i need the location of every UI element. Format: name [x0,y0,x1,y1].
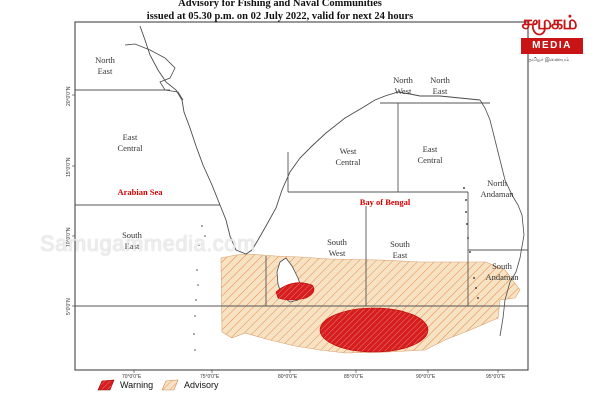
region-south-east-bay-line2: East [393,250,408,260]
logo-media-badge: MEDIA [521,38,583,54]
legend-warning-swatch [97,379,115,391]
legend-advisory-swatch [161,379,179,391]
lakshadweep-islands [193,225,206,351]
myanmar-coastline [479,99,525,337]
region-south-west-bay-line1: South [327,237,348,247]
region-north-east-arabian-line1: North [95,55,116,65]
latitude-tick-20: 20°0'0"N [66,86,72,106]
region-west-central-bay-line2: Central [335,157,361,167]
longitude-tick-85: 85°0'0"E [344,374,364,380]
watermark-text: Samugammedia.com [40,231,256,256]
label-arabian-sea: Arabian Sea [117,187,163,197]
andaman-islands [463,187,479,299]
region-north-west-bay-line2: West [395,86,412,96]
region-south-west-bay-line2: West [329,248,346,258]
logo-tagline: தமிழர் இணையம் [528,57,570,63]
label-bay-of-bengal: Bay of Bengal [360,197,411,207]
region-south-east-arabian-line1: South [122,230,143,240]
latitude-tick-5: 5°0'0"N [66,298,72,315]
region-north-east-bay-line2: East [433,86,448,96]
region-east-central-arabian-line1: East [123,132,138,142]
longitude-tick-75: 75°0'0"E [200,374,220,380]
region-east-central-bay-line1: East [423,144,438,154]
map-title-line2: issued at 05.30 p.m. on 02 July 2022, va… [146,11,414,22]
india-coastline [139,25,481,255]
latitude-tick-marks [72,94,75,307]
region-east-central-arabian-line2: Central [117,143,143,153]
longitude-tick-90: 90°0'0"E [416,374,436,380]
gujarat-coastline [124,43,184,101]
region-north-andaman-line1: North [487,178,508,188]
logo-name: சமூகம் [521,12,577,34]
legend-warning-label: Warning [120,380,154,390]
map-title-line1: Advisory for Fishing and Naval Communiti… [178,0,382,9]
region-south-east-bay-line1: South [390,239,411,249]
latitude-tick-10: 10°0'0"N [66,227,72,247]
latitude-tick-15: 15°0'0"N [66,157,72,177]
longitude-tick-marks [133,370,499,373]
region-west-central-bay-line1: West [340,146,357,156]
region-south-andaman-line2: Andaman [485,272,519,282]
legend-advisory-label: Advisory [184,380,219,390]
longitude-tick-80: 80°0'0"E [278,374,298,380]
region-north-east-bay-line1: North [430,75,451,85]
warning-area-gulf-of-mannar [275,282,315,301]
warning-area-south-bay [319,307,429,353]
region-south-andaman-line1: South [492,261,513,271]
region-south-east-arabian-line2: East [125,241,140,251]
region-boundaries [75,89,528,307]
region-north-east-arabian-line2: East [98,66,113,76]
longitude-tick-95: 95°0'0"E [486,374,506,380]
samugam-media-logo: சமூகம் MEDIA தமிழர் இணையம் [503,12,595,82]
region-north-west-bay-line1: North [393,75,414,85]
region-north-andaman-line2: Andaman [480,189,514,199]
longitude-tick-70: 70°0'0"E [122,374,142,380]
region-east-central-bay-line2: Central [417,155,443,165]
